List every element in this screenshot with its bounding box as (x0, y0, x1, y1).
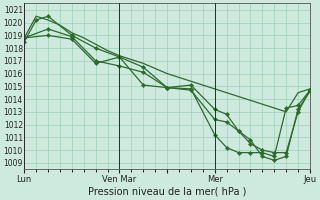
X-axis label: Pression niveau de la mer( hPa ): Pression niveau de la mer( hPa ) (88, 187, 246, 197)
